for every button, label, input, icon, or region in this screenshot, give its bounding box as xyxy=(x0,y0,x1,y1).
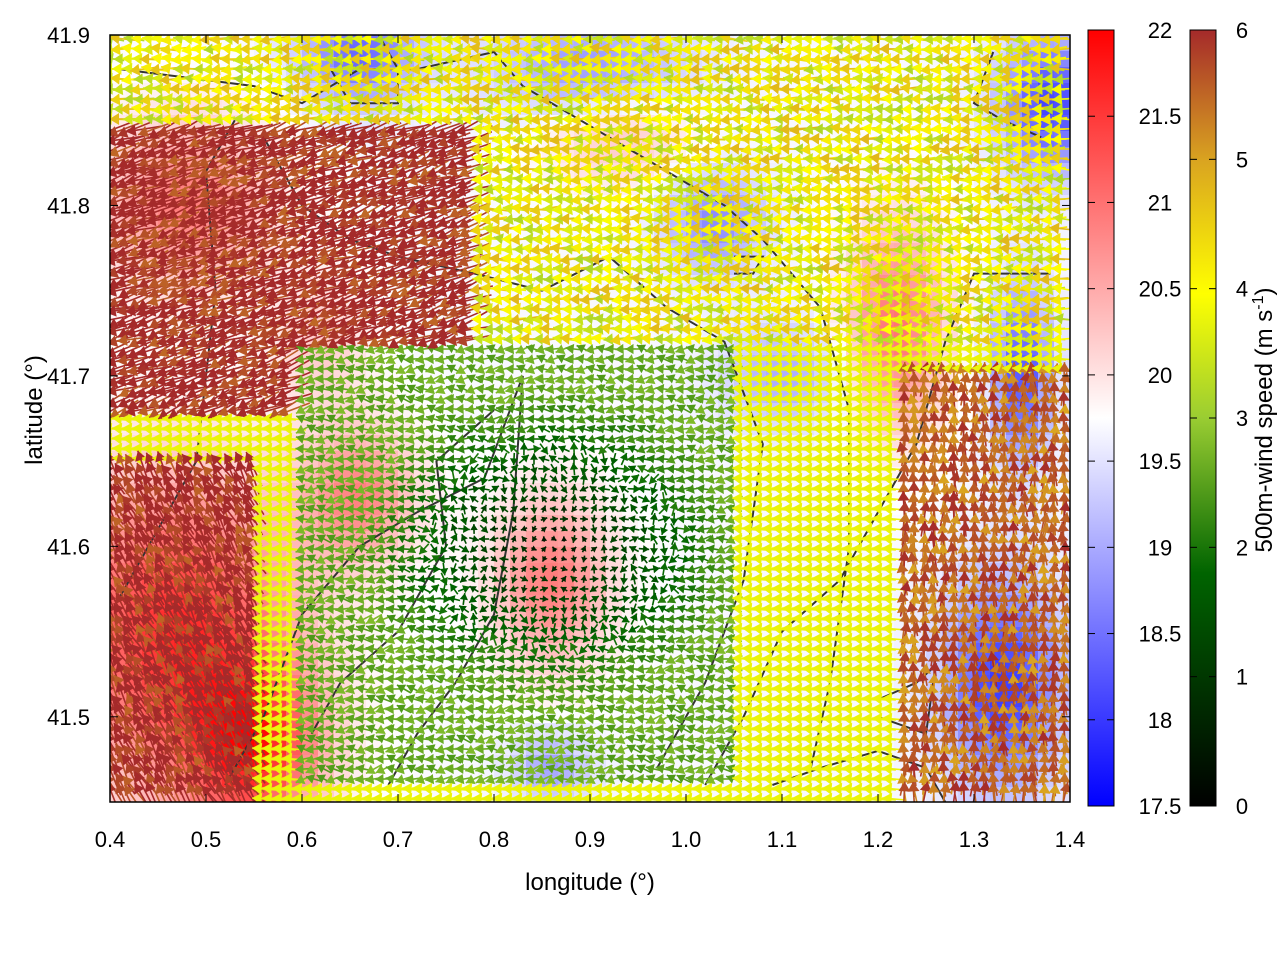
wind-arrow-head xyxy=(97,148,108,159)
wind-arrow-head xyxy=(96,315,107,327)
wind-arrow-head xyxy=(99,237,110,248)
wind-arrow-head xyxy=(98,178,109,189)
wind-arrow-head xyxy=(98,139,109,149)
temperature-cell xyxy=(334,595,351,612)
wind-arrow-head xyxy=(98,409,109,419)
wind-arrow-head xyxy=(98,257,109,268)
wind-arrow-head xyxy=(97,186,108,197)
wind-arrow-head xyxy=(95,304,105,316)
wind-arrow-head xyxy=(97,387,108,398)
wind-arrow-head xyxy=(99,93,109,105)
wind-arrow-head xyxy=(97,199,108,209)
wind-arrow-head xyxy=(110,83,113,95)
wind-arrow-head xyxy=(97,366,108,378)
wind-arrow-head xyxy=(96,326,107,337)
temperature-cell xyxy=(462,563,479,580)
wind-arrow-head xyxy=(96,375,107,387)
wind-arrow-head xyxy=(97,296,108,307)
wind-arrow-head xyxy=(97,266,108,277)
wind-arrow-head xyxy=(96,356,107,368)
temperature-cell xyxy=(558,499,575,516)
wind-arrow-head xyxy=(97,285,108,297)
wind-arrow-head xyxy=(96,127,107,138)
wind-arrow-head xyxy=(97,217,108,228)
wind-arrow-head xyxy=(97,247,108,258)
wind-arrow-head xyxy=(97,275,108,287)
wind-arrow-head xyxy=(98,347,109,358)
wind-arrow-head xyxy=(110,347,111,349)
wind-arrow-head xyxy=(110,407,111,409)
wind-arrow-head xyxy=(96,206,107,217)
temperature-cell xyxy=(478,563,495,580)
wind-arrow-head xyxy=(110,103,114,115)
wind-arrow-head xyxy=(110,177,111,179)
wind-arrow-head xyxy=(96,226,107,238)
plot-area xyxy=(95,35,1070,802)
wind-arrow-head xyxy=(97,155,108,167)
wind-arrow-head xyxy=(110,72,113,85)
